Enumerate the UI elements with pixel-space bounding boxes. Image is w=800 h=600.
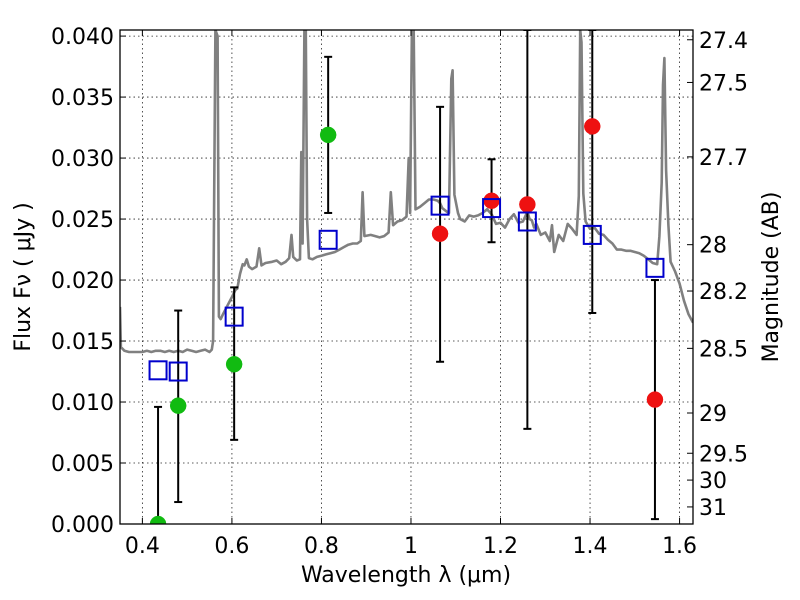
model-spectrum-line	[120, 30, 693, 354]
x-tick-label: 0.6	[214, 534, 249, 559]
red-circle-marker	[584, 118, 601, 135]
mag-tick-label: 30	[699, 469, 727, 494]
y-tick-label: 0.000	[51, 513, 114, 538]
model-square-marker	[517, 211, 537, 232]
y-tick-label: 0.010	[51, 391, 114, 416]
mag-tick-label: 27.4	[699, 29, 748, 54]
y-axis-label: Flux Fν ( μJy )	[11, 202, 36, 351]
model-square-marker	[148, 360, 168, 381]
plot-frame	[119, 29, 694, 525]
x-tick-label: 1.6	[662, 534, 697, 559]
model-square-marker	[482, 198, 502, 219]
red-circle-marker	[483, 192, 500, 210]
y-tick-label: 0.040	[51, 25, 114, 50]
y-tick-label: 0.035	[51, 86, 114, 111]
y-tick-label: 0.005	[51, 452, 114, 477]
x-tick-label: 0.4	[125, 534, 160, 559]
x-tick-label: 1.4	[573, 534, 608, 559]
red-circle-marker	[519, 196, 536, 213]
axis-ticks: 0.4 0.6 0.8 1 1.2 1.4 1.6 0.000 0.005 0.010 0.015 0…	[51, 25, 748, 559]
model-square-marker	[430, 195, 450, 216]
red-circle-marker	[646, 391, 664, 408]
mag-tick-label: 31	[699, 496, 727, 521]
green-circle-marker	[169, 397, 187, 414]
y2-axis-label: Magnitude (AB)	[759, 192, 784, 363]
green-circle-marker	[225, 355, 243, 373]
plot-area	[120, 30, 693, 524]
model-square-marker	[224, 306, 244, 327]
x-tick-label: 1.2	[483, 534, 518, 559]
mag-tick-label: 27.5	[699, 71, 748, 96]
y-tick-label: 0.030	[51, 147, 114, 172]
data-markers	[148, 118, 665, 524]
mag-tick-label: 28	[699, 234, 727, 259]
x-tick-label: 1	[404, 534, 418, 559]
y-tick-label: 0.025	[51, 208, 114, 233]
mag-tick-label: 28.5	[699, 337, 748, 362]
green-circle-marker	[149, 515, 167, 524]
error-bars	[154, 30, 659, 524]
red-circle-marker	[431, 225, 449, 242]
x-axis-label: Wavelength λ (μm)	[301, 563, 511, 588]
mag-tick-label: 29.5	[699, 442, 748, 467]
mag-tick-label: 28.2	[699, 280, 748, 305]
mag-tick-label: 27.7	[699, 146, 748, 171]
model-square-marker	[318, 229, 338, 250]
mag-tick-label: 29	[699, 402, 727, 427]
y-tick-label: 0.015	[51, 330, 114, 355]
y-tick-label: 0.020	[51, 269, 114, 294]
model-square-marker	[168, 361, 188, 382]
model-square-marker	[645, 257, 665, 278]
model-square-marker	[582, 224, 602, 245]
x-tick-label: 0.8	[304, 534, 339, 559]
green-circle-marker	[319, 126, 337, 144]
